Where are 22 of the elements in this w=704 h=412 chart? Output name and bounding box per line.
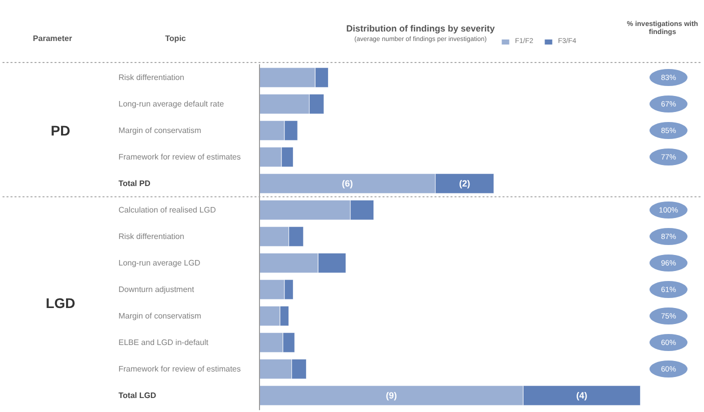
y-tick-label: Long-run average default rate	[118, 100, 224, 108]
data-label: (9)	[386, 390, 397, 400]
text: LGD	[46, 294, 76, 311]
y-tick-label: Margin of conservatism	[118, 126, 202, 135]
y-tick-label: Risk differentiation	[118, 232, 184, 241]
chart-title: Distribution of findings by severity	[346, 24, 495, 34]
y-tick-label: Framework for review of estimates	[118, 364, 241, 374]
y-tick-label: Risk differentiation	[118, 73, 184, 82]
y-tick-label: ELBE and LGD in-default	[118, 338, 210, 347]
y-tick-label: Margin of conservatism	[118, 312, 202, 320]
data-label: (6)	[342, 178, 353, 188]
y-tick-label: Downturn adjustment	[118, 285, 195, 294]
text: PD	[50, 122, 70, 138]
y-tick-label: Framework for review of estimates	[118, 152, 241, 162]
data-label: (4)	[576, 390, 588, 400]
y-tick-label: Total PD	[118, 179, 151, 188]
y-tick-label: Long-run average LGD	[118, 258, 201, 268]
text: Topic	[165, 34, 186, 43]
y-tick-label: Calculation of realised LGD	[118, 206, 216, 214]
text: Parameter	[32, 34, 72, 43]
data-label: (2)	[459, 178, 470, 188]
y-tick-label: Total LGD	[118, 391, 156, 400]
